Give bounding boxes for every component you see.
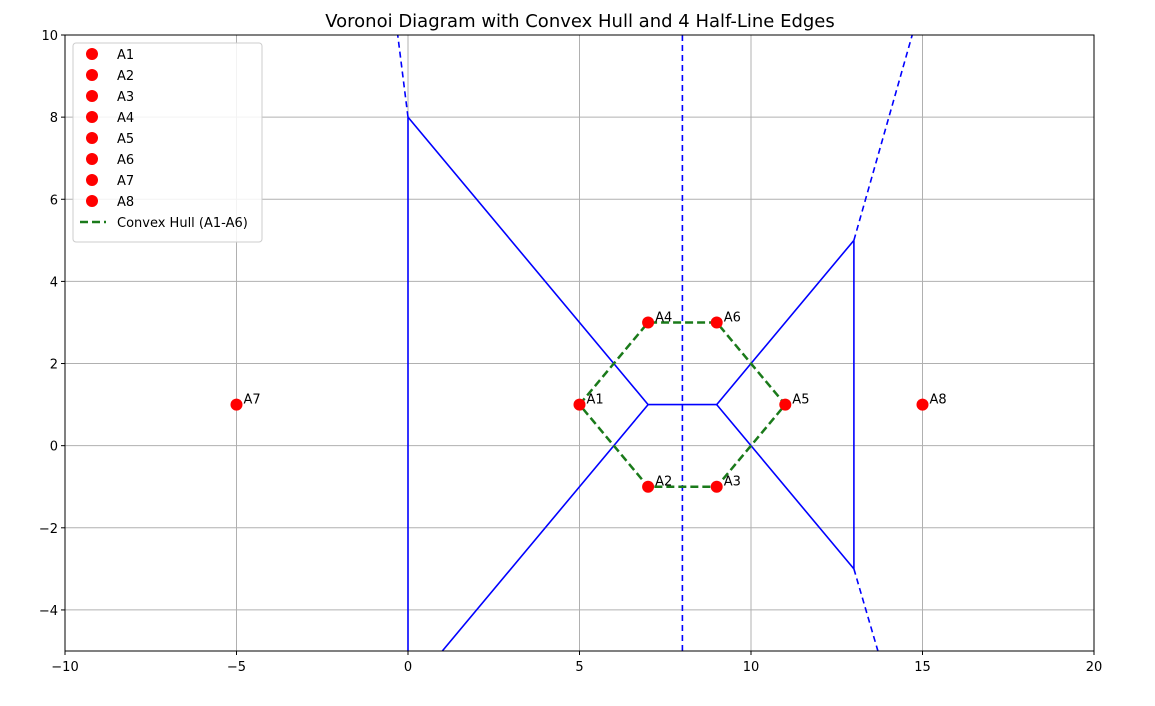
- point-label-a2: A2: [655, 475, 672, 490]
- legend-label-hull: Convex Hull (A1-A6): [117, 216, 248, 231]
- point-label-a6: A6: [724, 310, 741, 325]
- axes: −10 −5 0 5 10 15 20 −4 −2 0 2 4 6 8 10: [39, 29, 1102, 675]
- legend-marker-a2: [86, 69, 98, 81]
- legend-marker-a1: [86, 48, 98, 60]
- legend-label-a8: A8: [117, 195, 134, 210]
- y-tick-label: −4: [39, 604, 58, 619]
- x-tick-label: 20: [1086, 660, 1103, 675]
- grid: [64, 34, 1095, 651]
- legend-label-a5: A5: [117, 132, 134, 147]
- point-a1: [573, 398, 586, 411]
- legend-marker-a8: [86, 195, 98, 207]
- point-a2: [642, 480, 655, 493]
- point-label-a7: A7: [244, 393, 261, 408]
- point-label-a8: A8: [930, 393, 947, 408]
- voronoi-edge: [716, 239, 855, 406]
- legend-label-a6: A6: [117, 153, 134, 168]
- point-a4: [642, 316, 655, 329]
- legend-marker-a4: [86, 111, 98, 123]
- legend: A1 A2 A3 A4 A5 A6 A7 A8 Convex Hull (A1-A6): [72, 42, 263, 243]
- x-tick-label: 5: [575, 660, 583, 675]
- voronoi-edge: [407, 116, 649, 406]
- voronoi-half-line: [396, 35, 409, 118]
- point-label-a1: A1: [587, 393, 604, 408]
- plot-area: A1 A2 A3 A4 A5 A6 A7 A8: [230, 35, 947, 651]
- point-a6: [710, 316, 723, 329]
- y-tick-label: 6: [50, 193, 58, 208]
- y-tick-label: 0: [50, 440, 58, 455]
- voronoi-edge: [716, 404, 855, 570]
- y-tick-label: −2: [39, 522, 58, 537]
- x-tick-label: 15: [914, 660, 931, 675]
- voronoi-half-line: [853, 568, 879, 651]
- legend-marker-a7: [86, 174, 98, 186]
- voronoi-half-line: [853, 35, 913, 241]
- point-a3: [710, 480, 723, 493]
- point-a7: [230, 398, 243, 411]
- x-tick-label: 10: [743, 660, 760, 675]
- point-a8: [916, 398, 929, 411]
- point-label-a3: A3: [724, 475, 741, 490]
- y-tick-label: 8: [50, 111, 58, 126]
- x-tick-label: −10: [51, 660, 78, 675]
- y-tick-label: 4: [50, 275, 58, 290]
- legend-marker-a3: [86, 90, 98, 102]
- x-tick-label: 0: [404, 660, 412, 675]
- legend-label-a4: A4: [117, 111, 134, 126]
- point-label-a5: A5: [792, 393, 809, 408]
- point-label-a4: A4: [655, 310, 672, 325]
- point-a5: [779, 398, 792, 411]
- legend-label-a1: A1: [117, 48, 134, 63]
- legend-marker-a6: [86, 153, 98, 165]
- legend-box: [72, 42, 263, 243]
- legend-label-a7: A7: [117, 174, 134, 189]
- chart-title: Voronoi Diagram with Convex Hull and 4 H…: [325, 11, 835, 32]
- legend-label-a2: A2: [117, 69, 134, 84]
- legend-label-a3: A3: [117, 90, 134, 105]
- y-tick-label: 10: [41, 29, 58, 44]
- x-tick-label: −5: [227, 660, 246, 675]
- y-tick-label: 2: [50, 358, 58, 373]
- legend-marker-a5: [86, 132, 98, 144]
